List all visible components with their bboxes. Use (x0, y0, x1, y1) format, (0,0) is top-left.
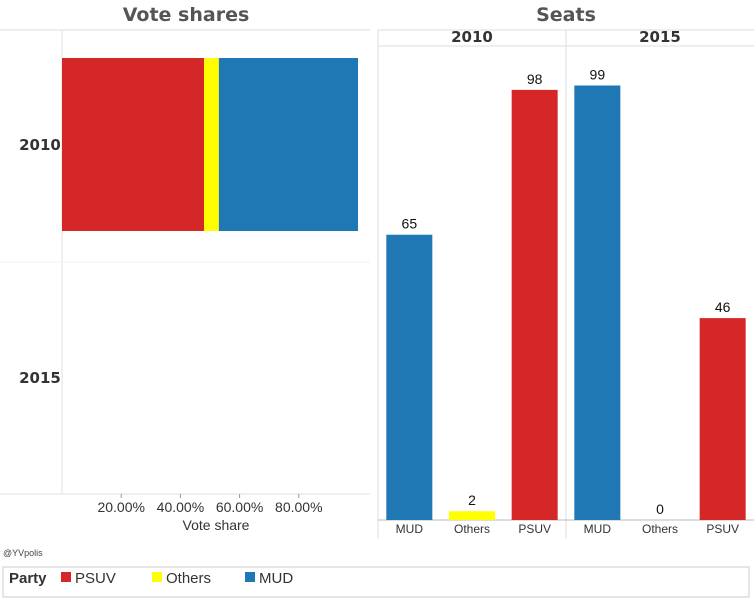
seat-category-label: Others (642, 522, 678, 536)
vote-share-bars (62, 58, 358, 231)
legend-label-psuv: PSUV (75, 570, 116, 587)
legend-swatch-mud (245, 572, 255, 582)
row-label-2010: 2010 (19, 136, 61, 154)
vote-shares-title: Vote shares (123, 4, 250, 26)
seat-bar-2010-mud (386, 234, 433, 520)
seat-value-label: 65 (402, 216, 418, 232)
seat-bars: 65 MUD 2 Others 98 PSUV 99 MUD 0 Others 46 PSUV (386, 67, 746, 536)
seat-category-label: PSUV (518, 522, 551, 536)
vote-tick-label: 80.00% (275, 499, 322, 515)
vote-tick-label: 60.00% (216, 499, 263, 515)
legend-swatch-psuv (61, 572, 71, 582)
seat-category-label: PSUV (706, 522, 739, 536)
credit-text: @YVpolis (3, 548, 43, 558)
seat-value-label: 0 (656, 501, 664, 517)
seats-panel-title-2015: 2015 (639, 28, 681, 46)
vote-share-ticks: 20.00% 40.00% 60.00% 80.00% (97, 494, 323, 515)
seat-value-label: 46 (715, 299, 731, 315)
seat-bar-2015-mud (574, 85, 621, 520)
vote-bar-2010-mud (218, 58, 358, 231)
vote-bar-2010-others (204, 58, 219, 231)
seat-value-label: 99 (590, 67, 606, 83)
seat-value-label: 2 (468, 492, 476, 508)
legend-swatch-others (152, 572, 162, 582)
vote-tick-label: 40.00% (157, 499, 204, 515)
seat-value-label: 98 (527, 71, 543, 87)
seat-bar-2010-psuv (511, 89, 558, 520)
vote-bar-2010-psuv (62, 58, 205, 231)
seat-bar-2015-psuv (699, 318, 746, 520)
seats-panel-title-2010: 2010 (451, 28, 493, 46)
seat-category-label: MUD (584, 522, 612, 536)
legend-label-mud: MUD (259, 570, 293, 587)
legend-box (2, 566, 750, 598)
vote-share-axis-title: Vote share (183, 517, 250, 533)
seats-title: Seats (536, 4, 596, 26)
legend-label-others: Others (166, 570, 211, 587)
row-label-2015: 2015 (19, 369, 61, 387)
seat-category-label: MUD (396, 522, 424, 536)
seat-bar-2010-others (449, 511, 495, 520)
vote-tick-label: 20.00% (97, 499, 144, 515)
legend-title: Party (9, 570, 47, 587)
seat-category-label: Others (454, 522, 490, 536)
